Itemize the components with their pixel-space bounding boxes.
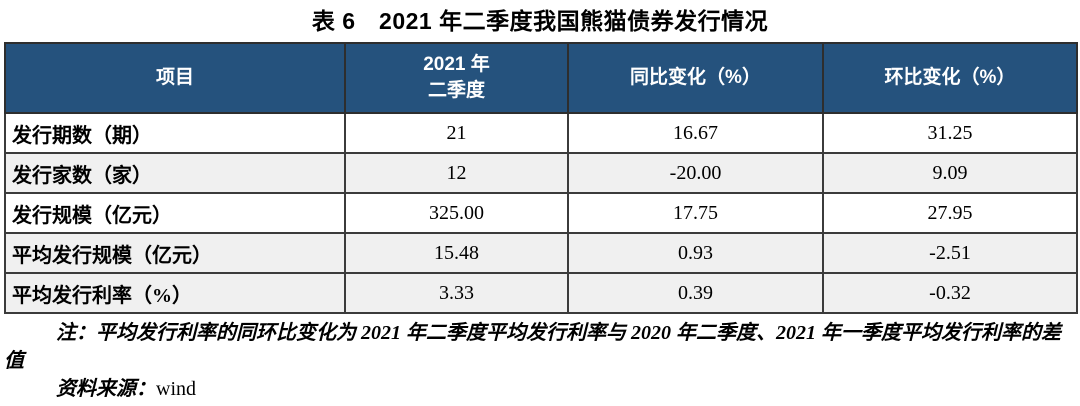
cell-q2-value: 15.48 — [344, 232, 569, 274]
column-header-item: 项目 — [4, 42, 346, 114]
panda-bond-issuance-table: 项目 2021 年 二季度 同比变化（%） 环比变化（%） 发行期数（期） 21… — [4, 42, 1078, 314]
table-header: 项目 2021 年 二季度 同比变化（%） 环比变化（%） — [4, 42, 1078, 114]
column-header-yoy-change: 同比变化（%） — [567, 42, 824, 114]
table-footnote: 注：平均发行利率的同环比变化为 2021 年二季度平均发行利率与 2020 年二… — [4, 319, 1076, 403]
row-label: 发行规模（亿元） — [4, 192, 346, 234]
cell-yoy-change: 17.75 — [567, 192, 824, 234]
table-row: 发行期数（期） 21 16.67 31.25 — [4, 112, 1078, 154]
cell-q2-value: 3.33 — [344, 272, 569, 314]
cell-yoy-change: 0.93 — [567, 232, 824, 274]
row-label: 发行期数（期） — [4, 112, 346, 154]
cell-yoy-change: -20.00 — [567, 152, 824, 194]
cell-qoq-change: 9.09 — [822, 152, 1078, 194]
header-row: 项目 2021 年 二季度 同比变化（%） 环比变化（%） — [4, 42, 1078, 114]
table-row: 平均发行利率（%） 3.33 0.39 -0.32 — [4, 272, 1078, 314]
row-label: 发行家数（家） — [4, 152, 346, 194]
column-header-period: 2021 年 二季度 — [344, 42, 569, 114]
cell-qoq-change: -2.51 — [822, 232, 1078, 274]
cell-yoy-change: 0.39 — [567, 272, 824, 314]
cell-qoq-change: 27.95 — [822, 192, 1078, 234]
cell-qoq-change: -0.32 — [822, 272, 1078, 314]
note-text: 注：平均发行利率的同环比变化为 2021 年二季度平均发行利率与 2020 年二… — [4, 322, 1061, 372]
source-value: wind — [156, 378, 196, 400]
column-header-qoq-change: 环比变化（%） — [822, 42, 1078, 114]
source-label: 资料来源： — [56, 378, 156, 400]
cell-q2-value: 12 — [344, 152, 569, 194]
table-row: 发行规模（亿元） 325.00 17.75 27.95 — [4, 192, 1078, 234]
table-row: 发行家数（家） 12 -20.00 9.09 — [4, 152, 1078, 194]
table-title: 表 6 2021 年二季度我国熊猫债券发行情况 — [311, 8, 769, 34]
data-source-line: 资料来源：wind — [4, 375, 1076, 403]
row-label: 平均发行规模（亿元） — [4, 232, 346, 274]
table-row: 平均发行规模（亿元） 15.48 0.93 -2.51 — [4, 232, 1078, 274]
cell-qoq-change: 31.25 — [822, 112, 1078, 154]
cell-yoy-change: 16.67 — [567, 112, 824, 154]
row-label: 平均发行利率（%） — [4, 272, 346, 314]
cell-q2-value: 21 — [344, 112, 569, 154]
cell-q2-value: 325.00 — [344, 192, 569, 234]
